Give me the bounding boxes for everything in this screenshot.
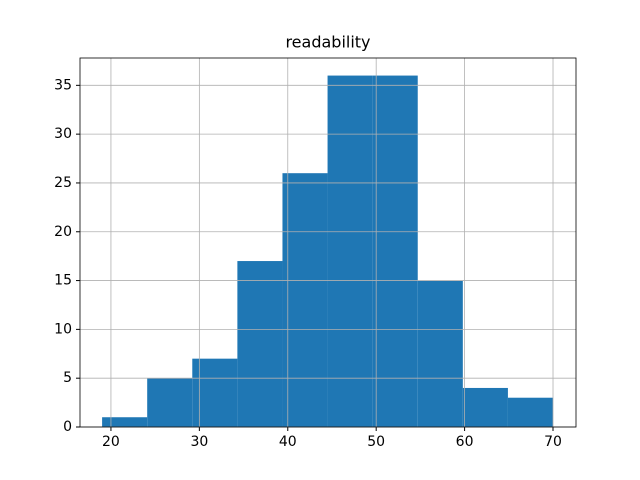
y-tick-label: 25 bbox=[54, 175, 72, 191]
chart-title: readability bbox=[285, 33, 370, 52]
bar bbox=[192, 358, 238, 427]
x-tick-label: 60 bbox=[456, 434, 474, 450]
bar bbox=[417, 280, 463, 427]
y-tick-label: 15 bbox=[54, 273, 72, 289]
bar bbox=[237, 261, 283, 427]
x-tick-label: 20 bbox=[102, 434, 120, 450]
x-tick-label: 50 bbox=[367, 434, 385, 450]
bar bbox=[372, 75, 418, 428]
bar bbox=[147, 378, 193, 427]
bar bbox=[327, 75, 373, 428]
bar bbox=[282, 173, 328, 427]
x-tick-label: 40 bbox=[279, 434, 297, 450]
y-tick-label: 5 bbox=[63, 370, 72, 386]
y-tick-label: 35 bbox=[54, 77, 72, 93]
y-tick-label: 10 bbox=[54, 321, 72, 337]
y-tick-label: 0 bbox=[63, 419, 72, 435]
bar bbox=[507, 397, 554, 427]
plot-frame bbox=[79, 57, 577, 428]
bar bbox=[462, 387, 508, 427]
x-tick-label: 70 bbox=[544, 434, 562, 450]
x-tick-label: 30 bbox=[190, 434, 208, 450]
y-tick-label: 20 bbox=[54, 224, 72, 240]
y-tick-label: 30 bbox=[54, 126, 72, 142]
bar bbox=[102, 417, 148, 427]
